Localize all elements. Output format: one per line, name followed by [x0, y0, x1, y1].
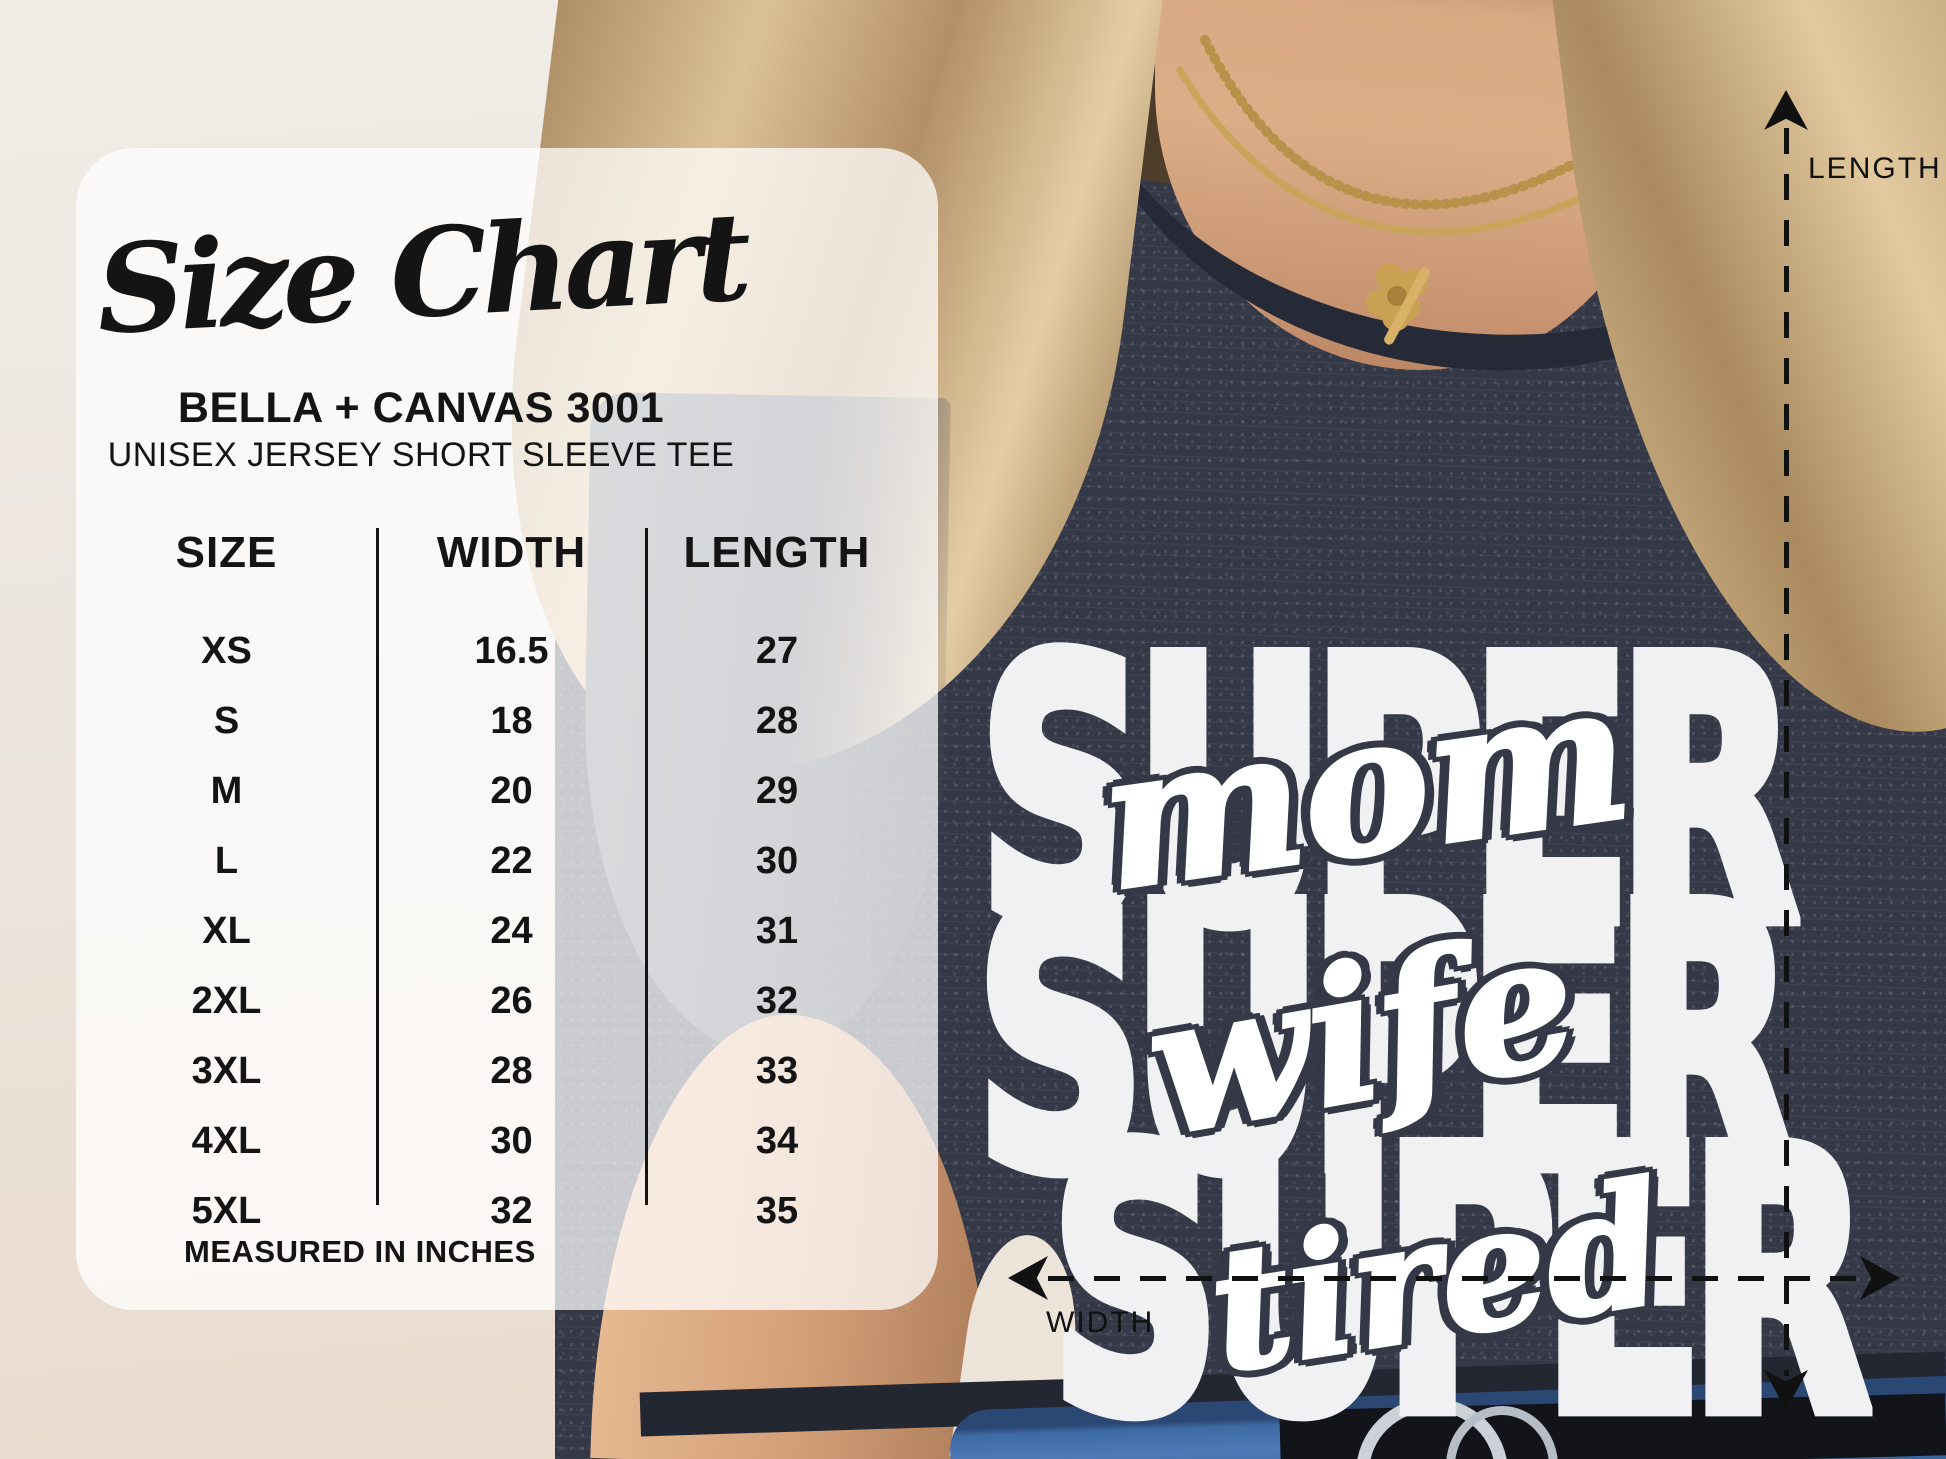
cell-width: 26: [490, 979, 533, 1022]
table-divider-2: [645, 528, 648, 1205]
toggle-bar: [1384, 267, 1430, 345]
table-row: XS 16.5 27: [76, 616, 908, 686]
cell-size: L: [214, 839, 239, 882]
cell-size: 2XL: [191, 979, 262, 1022]
cell-length: 33: [755, 1049, 799, 1092]
product-line: UNISEX JERSEY SHORT SLEEVE TEE: [107, 436, 735, 474]
cell-width: 30: [490, 1119, 533, 1162]
width-measure-line: [1048, 1276, 1860, 1281]
print-line-super-wife: SUPER wife: [947, 847, 1801, 1235]
cell-size: 4XL: [191, 1119, 262, 1162]
print-word-super: SUPER: [973, 586, 1804, 1003]
cell-width: 16.5: [474, 629, 549, 672]
cell-length: 31: [755, 909, 799, 952]
cell-width: 18: [490, 699, 533, 742]
table-row: S 18 28: [76, 686, 908, 756]
table-row: XL 24 31: [76, 896, 908, 966]
cell-width: 24: [490, 909, 533, 952]
table-row: 4XL 30 34: [76, 1106, 908, 1176]
cell-length: 32: [755, 979, 799, 1022]
cell-length: 35: [755, 1189, 799, 1232]
print-word-super: SUPER: [1045, 1076, 1876, 1459]
print-line-super-mom: SUPER mom: [950, 600, 1804, 988]
table-row: M 20 29: [76, 756, 908, 826]
size-table: SIZE WIDTH LENGTH XS 16.5 27 S 18 28 M 2…: [76, 524, 908, 1246]
flower-pendant: [1366, 263, 1430, 345]
cell-length: 27: [755, 629, 799, 672]
width-label: WIDTH: [1046, 1306, 1155, 1339]
table-body: XS 16.5 27 S 18 28 M 20 29 L 22 30 XL: [76, 616, 908, 1246]
cell-width: 32: [490, 1189, 533, 1232]
cell-size: S: [213, 699, 240, 742]
table-divider-1: [376, 528, 379, 1205]
card-title: Size Chart: [93, 184, 749, 362]
cell-size: XS: [201, 629, 252, 672]
table-row: L 22 30: [76, 826, 908, 896]
cell-width: 22: [490, 839, 533, 882]
length-label: LENGTH: [1808, 152, 1942, 185]
brand-line: BELLA + CANVAS 3001: [177, 384, 665, 432]
cell-size: 5XL: [191, 1189, 262, 1232]
cell-length: 30: [755, 839, 799, 882]
col-header-length: LENGTH: [683, 528, 871, 577]
table-row: 5XL 32 35: [76, 1176, 908, 1246]
table-row: 2XL 26 32: [76, 966, 908, 1036]
col-header-width: WIDTH: [436, 528, 587, 577]
size-chart-card: Size Chart BELLA + CANVAS 3001 UNISEX JE…: [76, 148, 938, 1310]
cell-width: 20: [490, 769, 533, 812]
cell-size: XL: [202, 909, 251, 952]
cell-size: M: [210, 769, 243, 812]
cell-width: 28: [490, 1049, 533, 1092]
cell-length: 28: [755, 699, 799, 742]
print-word-super: SUPER: [970, 833, 1801, 1250]
col-header-size: SIZE: [175, 528, 278, 577]
cell-length: 29: [755, 769, 799, 812]
print-line-super-tired: SUPER tired: [1022, 1090, 1876, 1459]
length-measure-line: [1784, 128, 1789, 1376]
units-note: MEASURED IN INCHES: [184, 1234, 536, 1269]
table-row: 3XL 28 33: [76, 1036, 908, 1106]
cell-size: 3XL: [191, 1049, 262, 1092]
cell-length: 34: [755, 1119, 799, 1162]
table-header-row: SIZE WIDTH LENGTH: [76, 524, 908, 582]
